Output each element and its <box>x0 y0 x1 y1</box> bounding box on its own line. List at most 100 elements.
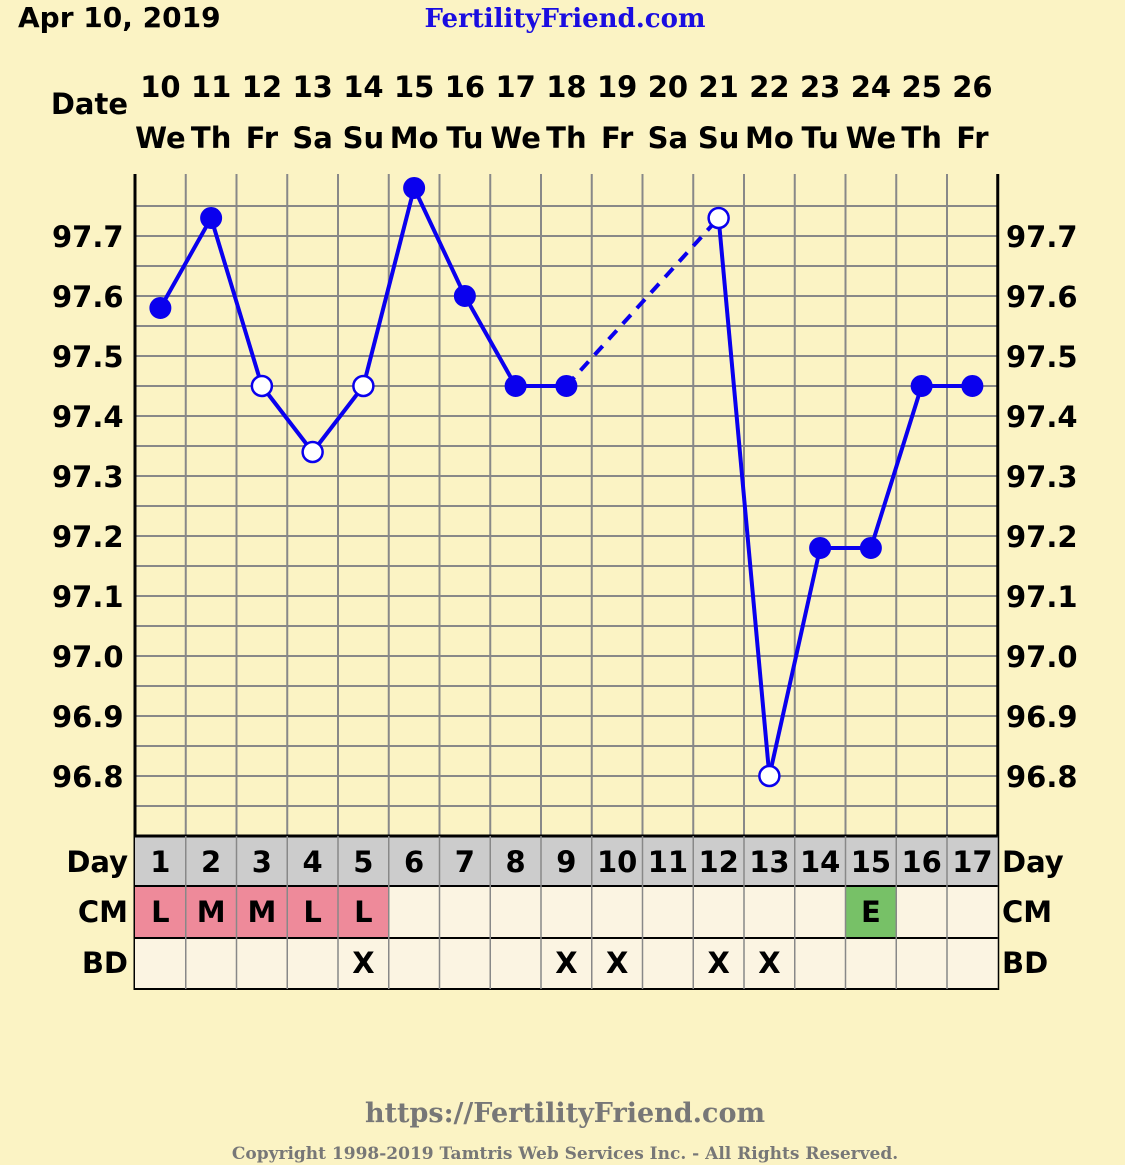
temperature-point <box>859 537 882 559</box>
date-label: 17 <box>495 70 535 104</box>
cm-cell <box>947 886 998 938</box>
site-name[interactable]: FertilityFriend.com <box>425 4 706 34</box>
cm-label: M <box>247 895 276 929</box>
date-label: 18 <box>546 70 586 104</box>
date-label: 26 <box>952 70 992 104</box>
y-tick-label-right: 96.9 <box>1006 700 1078 734</box>
cm-cell <box>896 886 947 938</box>
row-label-bd-right: BD <box>1002 946 1048 980</box>
cm-cell <box>490 886 541 938</box>
bd-label: X <box>555 946 577 980</box>
cm-cell <box>338 886 389 938</box>
temperature-line-segment <box>412 187 467 297</box>
date-label: 13 <box>292 70 332 104</box>
bd-cell <box>744 938 795 989</box>
temperature-line-segment <box>361 187 417 387</box>
cycle-day-label: 4 <box>303 845 323 879</box>
weekday-label: We <box>135 121 186 155</box>
bd-cell <box>287 938 338 989</box>
row-label-day: Day <box>66 845 128 879</box>
temperature-line-segment <box>767 547 823 777</box>
bd-cell <box>135 938 186 989</box>
cm-cell <box>439 886 491 938</box>
weekday-label: Su <box>343 121 385 155</box>
cm-cell <box>591 886 643 938</box>
day-row-background <box>135 836 998 886</box>
cycle-day-label: 7 <box>455 845 475 879</box>
y-tick-label-right: 97.7 <box>1006 220 1078 254</box>
date-label: 19 <box>597 70 637 104</box>
temperature-point <box>809 537 832 559</box>
y-tick-label-left: 97.3 <box>52 460 124 494</box>
date-label: 20 <box>648 70 688 104</box>
bd-cell <box>794 938 846 989</box>
date-label: 11 <box>191 70 231 104</box>
bd-cell <box>947 938 998 989</box>
temperature-point <box>200 207 223 229</box>
temperature-line-segment <box>158 217 213 309</box>
temperature-line-segment <box>463 295 518 387</box>
y-tick-label-left: 96.8 <box>52 760 124 794</box>
y-tick-label-left: 97.2 <box>52 520 124 554</box>
temperature-point-open <box>352 374 375 398</box>
y-tick-label-right: 97.4 <box>1006 400 1078 434</box>
chart-date: Apr 10, 2019 <box>18 1 221 34</box>
cycle-day-label: 9 <box>556 845 576 879</box>
temperature-point <box>403 177 426 199</box>
bd-label: X <box>758 946 780 980</box>
temperature-point-open <box>758 764 781 788</box>
weekday-label: Su <box>698 121 740 155</box>
cycle-day-label: 2 <box>201 845 221 879</box>
date-label: 15 <box>394 70 434 104</box>
bd-cell <box>338 938 389 989</box>
weekday-label: Mo <box>390 121 439 155</box>
weekday-label: Tu <box>802 121 839 155</box>
temperature-line-segment <box>716 217 772 777</box>
cycle-table: 1 2 3 4 5 6 7 8 9 10 11 12 13 14 15 16 17L M M L L EX X X X X <box>135 834 998 990</box>
y-tick-label-left: 97.6 <box>52 280 124 314</box>
cycle-day-label: 16 <box>901 845 941 879</box>
temperature-point <box>149 297 172 319</box>
weekday-label: Tu <box>446 121 483 155</box>
cycle-day-label: 17 <box>952 845 992 879</box>
date-label: 23 <box>800 70 840 104</box>
bd-cell <box>541 938 592 989</box>
cycle-day-label: 3 <box>252 845 272 879</box>
row-label-bd: BD <box>82 946 128 980</box>
y-tick-label-right: 97.3 <box>1006 460 1078 494</box>
cm-label: E <box>861 895 881 929</box>
date-row-label: Date <box>51 87 128 121</box>
bd-label: X <box>707 946 729 980</box>
y-tick-label-left: 97.0 <box>52 640 124 674</box>
row-label-day-right: Day <box>1002 845 1064 879</box>
cycle-day-label: 12 <box>698 845 738 879</box>
y-tick-label-right: 97.1 <box>1006 580 1078 614</box>
axis-labels: 97.7 97.7 97.6 97.6 97.5 97.5 97.4 97.4 97.3 97.3… <box>52 70 1078 794</box>
bd-cell <box>693 938 744 989</box>
cm-cell <box>794 886 846 938</box>
cm-label: M <box>197 895 226 929</box>
date-label: 10 <box>140 70 180 104</box>
weekday-label: Fr <box>246 121 279 155</box>
date-label: 21 <box>698 70 738 104</box>
bd-cell <box>388 938 440 989</box>
cm-cell <box>287 886 338 938</box>
cycle-day-label: 6 <box>404 845 424 879</box>
cycle-day-label: 1 <box>150 845 170 879</box>
y-tick-label-left: 96.9 <box>52 700 124 734</box>
footer-copyright: Copyright 1998-2019 Tamtris Web Services… <box>232 1144 898 1164</box>
y-tick-label-left: 97.5 <box>52 340 124 374</box>
temperature-point <box>961 375 984 397</box>
date-label: 25 <box>901 70 941 104</box>
cm-cell <box>744 886 795 938</box>
weekday-label: Sa <box>648 121 688 155</box>
cycle-day-label: 14 <box>800 845 840 879</box>
bd-cell <box>845 938 897 989</box>
cycle-day-label: 13 <box>749 845 789 879</box>
y-tick-label-left: 97.1 <box>52 580 124 614</box>
bd-cell <box>490 938 541 989</box>
footer-url[interactable]: https://FertilityFriend.com <box>365 1098 765 1129</box>
temperature-line-dashed <box>564 216 721 388</box>
temperature-point <box>910 375 933 397</box>
weekday-label: Th <box>546 121 586 155</box>
